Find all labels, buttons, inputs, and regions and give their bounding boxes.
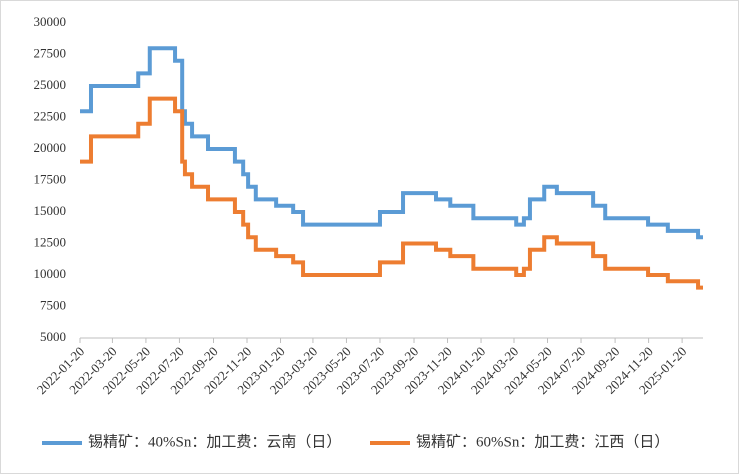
y-tick-label: 22500 (34, 108, 67, 123)
y-tick-label: 10000 (34, 266, 67, 281)
legend-label: 锡精矿：60%Sn：加工费：江西（日） (416, 433, 669, 450)
y-tick-label: 25000 (34, 77, 67, 92)
y-tick-label: 27500 (34, 45, 67, 60)
y-tick-label: 7500 (40, 297, 66, 312)
series-line (80, 96, 703, 290)
y-tick-label: 15000 (34, 203, 67, 218)
y-tick-label: 20000 (34, 140, 67, 155)
y-tick-label: 30000 (34, 14, 67, 29)
y-tick-label: 17500 (34, 171, 67, 186)
y-tick-label: 5000 (40, 329, 66, 344)
legend-label: 锡精矿：40%Sn：加工费：云南（日） (88, 433, 341, 450)
y-tick-label: 12500 (34, 234, 67, 249)
